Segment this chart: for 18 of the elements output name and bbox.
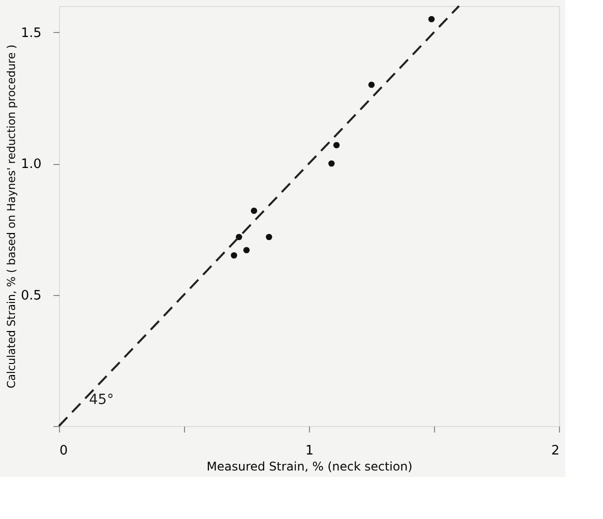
y-tick-label: 0.5 xyxy=(20,288,42,304)
point xyxy=(230,252,238,259)
x-tick-label: 0 xyxy=(60,444,68,458)
point xyxy=(333,142,340,148)
x-tick-label: 2 xyxy=(551,444,560,458)
y-tick-label: 1.0 xyxy=(20,157,42,172)
y-tick-label: 1.5 xyxy=(20,26,42,41)
annotation: 45° xyxy=(89,392,114,408)
point xyxy=(368,82,375,88)
point xyxy=(243,246,250,254)
point xyxy=(266,234,272,240)
point xyxy=(328,160,335,167)
point xyxy=(428,16,435,22)
point xyxy=(250,208,258,214)
point xyxy=(236,234,242,240)
x-axis-title: Measured Strain, % (neck section) xyxy=(206,460,412,474)
x-tick-label: 1 xyxy=(305,444,314,458)
y-axis-title: Calculated Strain, % ( based on Haynes' reduction procedure ) xyxy=(4,44,18,388)
